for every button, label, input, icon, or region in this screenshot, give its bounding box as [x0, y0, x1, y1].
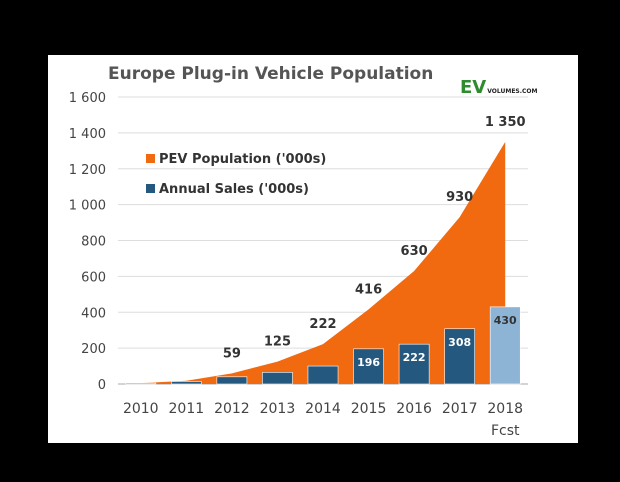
x-tick-label: 2011 [169, 401, 205, 417]
sales-value-label: 430 [494, 314, 517, 327]
sales-bar [489, 306, 521, 385]
legend-label-population: PEV Population ('000s) [159, 152, 326, 167]
x-tick-label: 2010 [123, 401, 159, 417]
sales-bar [171, 381, 202, 385]
x-tick-label: 2014 [305, 401, 341, 417]
x-tick-label: 2016 [396, 401, 432, 417]
legend-swatch-population [146, 154, 155, 163]
x-tick-label: 2012 [214, 401, 250, 417]
y-tick-label: 1 000 [69, 199, 106, 214]
y-tick-label: 1 200 [69, 163, 106, 178]
x-tick-label: 2015 [351, 401, 387, 417]
gridlines [118, 96, 528, 385]
population-value-label: 416 [355, 282, 382, 297]
x-axis-ticks: 2010 2011 2012 2013 2014 2015 2016 2017 2018 Fcst [123, 401, 523, 439]
logo-ev-text: EV [460, 77, 486, 98]
y-tick-label: 1 600 [69, 91, 106, 106]
sales-value-label: 308 [448, 336, 471, 349]
legend-swatch-sales [146, 184, 155, 193]
x-tick-label: 2018 [487, 401, 523, 417]
y-tick-label: 0 [98, 378, 106, 393]
y-tick-label: 400 [81, 306, 106, 321]
chart: Europe Plug-in Vehicle Population EVVOLU… [69, 64, 538, 439]
population-value-label: 630 [401, 244, 428, 259]
legend-label-sales: Annual Sales ('000s) [159, 182, 309, 197]
sales-bar [353, 348, 384, 385]
y-axis-ticks: 0 200 400 600 800 1 000 1 200 1 400 1 600 [69, 91, 106, 393]
logo-rest-text: VOLUMES.COM [487, 88, 537, 95]
population-value-label: 125 [264, 335, 291, 350]
evvolumes-logo: EVVOLUMES.COM [460, 77, 538, 98]
population-value-label: 59 [223, 346, 241, 361]
population-value-label: 222 [309, 317, 336, 332]
population-area [140, 141, 506, 384]
y-tick-label: 600 [81, 270, 106, 285]
sales-bars-layer [125, 306, 521, 385]
sales-bar [216, 376, 248, 385]
data-labels-layer: 59 125 222 416 630 930 1 350 196 222 308 430 [223, 115, 526, 369]
chart-title: Europe Plug-in Vehicle Population [108, 64, 433, 84]
sales-bar [398, 343, 430, 385]
sales-bar [125, 382, 157, 385]
population-value-label: 930 [446, 190, 473, 205]
population-area-layer [140, 141, 506, 384]
forecast-label: Fcst [491, 423, 520, 439]
sales-value-label: 222 [403, 351, 426, 364]
sales-bar [444, 328, 475, 385]
chart-frame: Europe Plug-in Vehicle Population EVVOLU… [48, 55, 578, 443]
y-tick-label: 800 [81, 235, 106, 250]
y-tick-label: 1 400 [69, 127, 106, 142]
x-tick-label: 2013 [260, 401, 296, 417]
x-tick-label: 2017 [442, 401, 478, 417]
sales-bar [262, 372, 293, 385]
legend: PEV Population ('000s) Annual Sales ('00… [146, 152, 326, 197]
population-value-label: 1 350 [485, 115, 526, 130]
sales-bar [307, 365, 339, 385]
y-tick-label: 200 [81, 342, 106, 357]
sales-value-label: 196 [357, 356, 380, 369]
svg-text:EVVOLUMES.COM: EVVOLUMES.COM [460, 77, 538, 98]
